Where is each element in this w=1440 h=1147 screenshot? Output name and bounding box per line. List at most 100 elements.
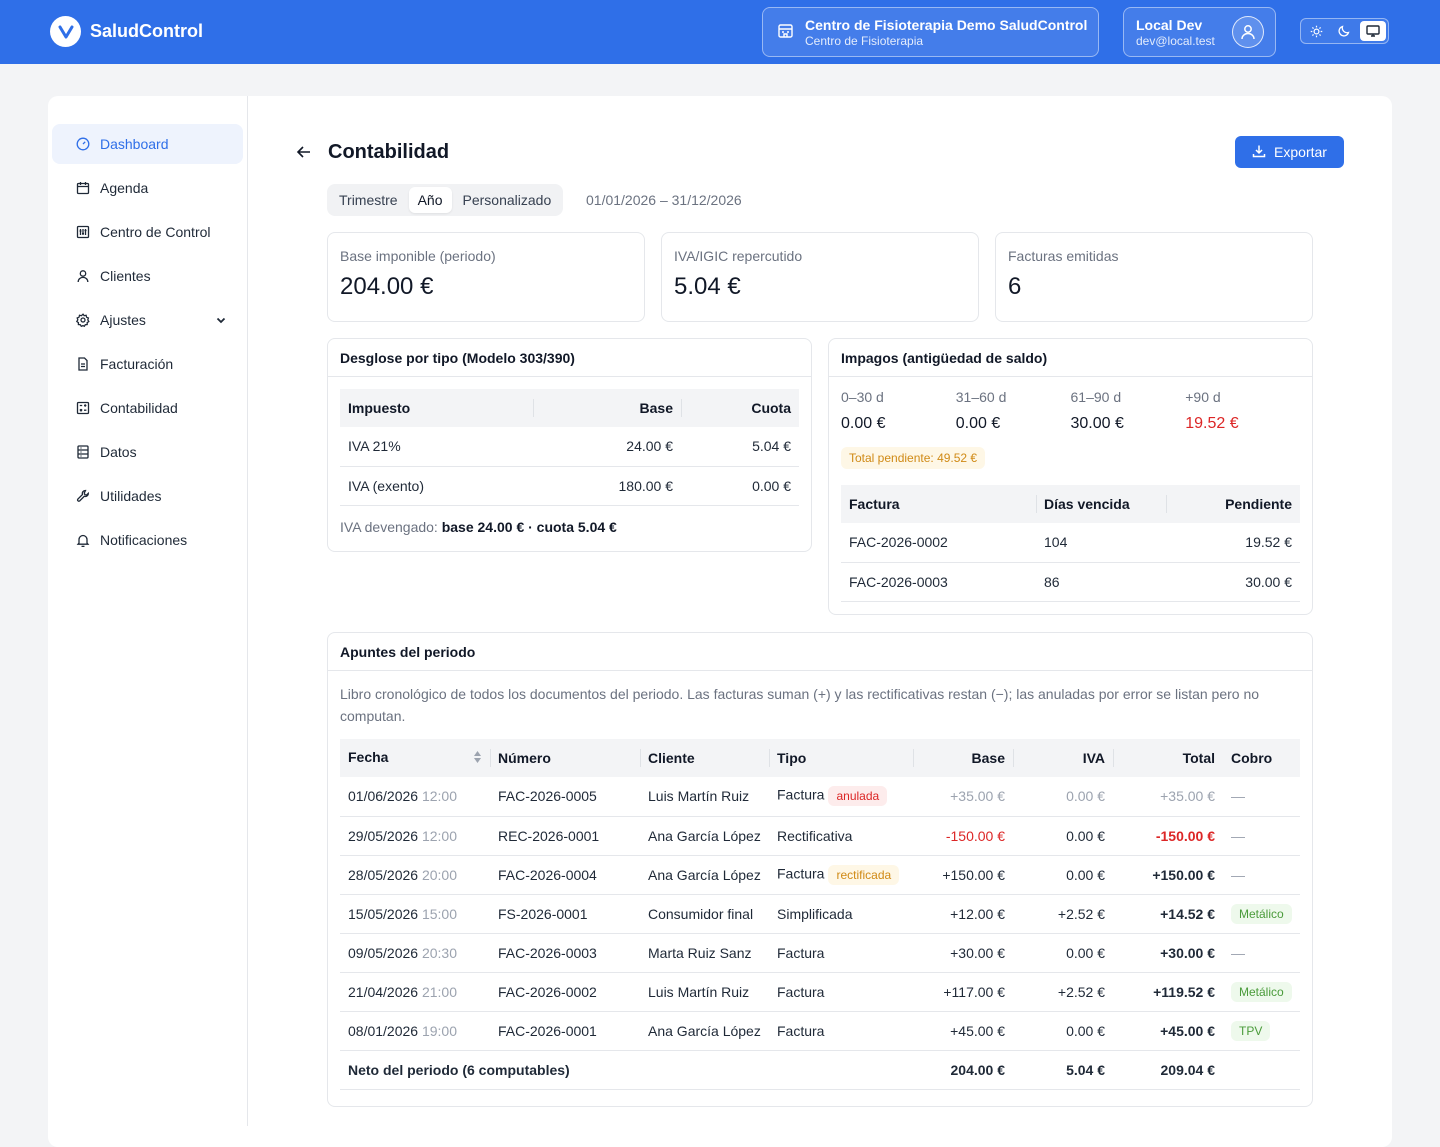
sidebar-item-utilidades[interactable]: Utilidades	[52, 476, 243, 516]
column-header: Días vencida	[1036, 485, 1166, 523]
sidebar-item-label: Centro de Control	[100, 224, 211, 240]
table-row[interactable]: 01/06/2026 12:00 FAC-2026-0005 Luis Mart…	[340, 777, 1300, 817]
table-cell: +35.00 €	[1113, 777, 1223, 817]
document-number[interactable]: FAC-2026-0004	[490, 855, 640, 895]
clinic-name: Centro de Fisioterapia Demo SaludControl	[805, 16, 1088, 33]
back-arrow-icon[interactable]	[296, 144, 312, 163]
table-cell: 5.04 €	[681, 427, 799, 467]
table-row[interactable]: 29/05/2026 12:00 REC-2026-0001 Ana Garcí…	[340, 816, 1300, 856]
avatar[interactable]	[1232, 16, 1264, 48]
doc-type: Simplificada	[777, 905, 853, 922]
table-row[interactable]: 21/04/2026 21:00 FAC-2026-0002 Luis Mart…	[340, 972, 1300, 1012]
doc-type: Factura	[777, 983, 825, 1000]
sidebar-item-clientes[interactable]: Clientes	[52, 256, 243, 296]
tax-breakdown-table: Impuesto Base Cuota IVA 21% 24.00 € 5.04…	[340, 389, 799, 506]
sidebar-item-label: Notificaciones	[100, 532, 188, 548]
table-row[interactable]: FAC-2026-0003 86 30.00 €	[841, 562, 1300, 602]
table-cell: 0.00 €	[1013, 777, 1113, 817]
app-name: SaludControl	[90, 21, 203, 41]
table-cell: +12.00 €	[913, 894, 1013, 934]
time: 12:00	[421, 827, 458, 844]
period-option-personalizado[interactable]: Personalizado	[462, 192, 552, 208]
document-number[interactable]: FAC-2026-0001	[490, 1011, 640, 1051]
table-row[interactable]: 09/05/2026 20:30 FAC-2026-0003 Marta Rui…	[340, 933, 1300, 973]
table-cell: +45.00 €	[913, 1011, 1013, 1051]
period-option-trimestre[interactable]: Trimestre	[339, 192, 398, 208]
document-icon	[76, 357, 90, 371]
column-header-fecha[interactable]: Fecha	[340, 739, 490, 777]
aging-buckets: 0–30 d 0.00 € 31–60 d 0.00 € 61–90 d 30.…	[829, 389, 1312, 433]
chevron-down-icon[interactable]	[215, 313, 227, 329]
table-row: IVA 21% 24.00 € 5.04 €	[340, 427, 799, 467]
sidebar-item-centro-de-control[interactable]: Centro de Control	[52, 212, 243, 252]
document-number[interactable]: REC-2026-0001	[490, 816, 640, 856]
moon-icon[interactable]	[1331, 21, 1357, 41]
invoice-number[interactable]: FAC-2026-0003	[841, 562, 1036, 602]
table-row[interactable]: FAC-2026-0002 104 19.52 €	[841, 523, 1300, 563]
table-cell: 0.00 €	[1013, 855, 1113, 895]
user-email: dev@local.test	[1136, 33, 1215, 48]
date: 28/05/2026	[348, 866, 419, 883]
table-cell-type: Rectificativa	[769, 816, 913, 856]
document-number[interactable]: FAC-2026-0005	[490, 777, 640, 817]
sidebar-item-label: Utilidades	[100, 488, 162, 504]
sidebar-item-agenda[interactable]: Agenda	[52, 168, 243, 208]
table-row[interactable]: 28/05/2026 20:00 FAC-2026-0004 Ana Garcí…	[340, 855, 1300, 895]
document-number[interactable]: FS-2026-0001	[490, 894, 640, 934]
sidebar-item-dashboard[interactable]: Dashboard	[52, 124, 243, 164]
doc-type: Factura	[777, 944, 825, 961]
monitor-icon[interactable]	[1359, 21, 1386, 41]
sidebar-item-notificaciones[interactable]: Notificaciones	[52, 520, 243, 560]
sun-icon[interactable]	[1303, 21, 1329, 41]
user-menu[interactable]: Local Dev dev@local.test	[1123, 7, 1276, 57]
table-row[interactable]: 15/05/2026 15:00 FS-2026-0001 Consumidor…	[340, 894, 1300, 934]
sidebar-item-facturacion[interactable]: Facturación	[52, 344, 243, 384]
sidebar-item-contabilidad[interactable]: Contabilidad	[52, 388, 243, 428]
sidebar-item-label: Facturación	[100, 356, 174, 372]
clinic-type: Centro de Fisioterapia	[805, 33, 924, 48]
ledger-table: Fecha Número Cliente Tipo Base IVA Total…	[340, 739, 1300, 1090]
column-header: Impuesto	[340, 389, 533, 427]
time: 15:00	[421, 905, 458, 922]
kpi-value: 5.04 €	[674, 273, 741, 300]
page-title: Contabilidad	[328, 141, 450, 163]
sort-icon[interactable]	[473, 750, 482, 767]
sidebar: Dashboard Agenda Centro de Control Clien…	[48, 96, 248, 1126]
period-option-ano[interactable]: Año	[408, 187, 452, 213]
panel-title: Desglose por tipo (Modelo 303/390)	[328, 339, 811, 377]
table-cell-date: 15/05/2026 15:00	[340, 894, 490, 934]
status-badge: rectificada	[828, 864, 900, 885]
invoice-number[interactable]: FAC-2026-0002	[841, 523, 1036, 563]
table-cell-type: Factura	[769, 1011, 913, 1051]
payment-badge: TPV	[1231, 1020, 1271, 1041]
export-button[interactable]: Exportar	[1235, 136, 1344, 168]
column-header: Tipo	[769, 739, 913, 777]
user-icon	[76, 269, 90, 283]
tax-breakdown-panel: Desglose por tipo (Modelo 303/390) Impue…	[327, 338, 812, 552]
sidebar-item-label: Dashboard	[100, 136, 169, 152]
clinic-selector[interactable]: Centro de Fisioterapia Demo SaludControl…	[762, 7, 1099, 57]
brand[interactable]: SaludControl	[50, 16, 203, 47]
table-cell-date: 08/01/2026 19:00	[340, 1011, 490, 1051]
document-number[interactable]: FAC-2026-0002	[490, 972, 640, 1012]
aging-bucket-value: 19.52 €	[1185, 415, 1239, 432]
aging-bucket: 61–90 d 30.00 €	[1071, 389, 1186, 433]
aging-bucket-label: 31–60 d	[955, 389, 1007, 405]
doc-type: Factura	[777, 1022, 825, 1039]
ledger-total-total: 209.04 €	[1113, 1050, 1223, 1090]
table-cell: IVA 21%	[340, 427, 533, 467]
wrench-icon	[76, 489, 90, 503]
kpi-card: IVA/IGIC repercutido 5.04 €	[661, 232, 979, 322]
sidebar-item-ajustes[interactable]: Ajustes	[52, 300, 243, 340]
period-range: 01/01/2026 – 31/12/2026	[586, 192, 742, 208]
ledger-total-row: Neto del periodo (6 computables) 204.00 …	[340, 1050, 1300, 1090]
table-cell: 0.00 €	[1013, 816, 1113, 856]
table-row[interactable]: 08/01/2026 19:00 FAC-2026-0001 Ana Garcí…	[340, 1011, 1300, 1051]
calculator-icon	[76, 401, 90, 415]
document-number[interactable]: FAC-2026-0003	[490, 933, 640, 973]
main-card: Dashboard Agenda Centro de Control Clien…	[48, 96, 1392, 1147]
table-cell: -150.00 €	[1113, 816, 1223, 856]
table-cell-type: Simplificada	[769, 894, 913, 934]
sidebar-item-datos[interactable]: Datos	[52, 432, 243, 472]
total-pending-badge: Total pendiente: 49.52 €	[841, 447, 986, 469]
